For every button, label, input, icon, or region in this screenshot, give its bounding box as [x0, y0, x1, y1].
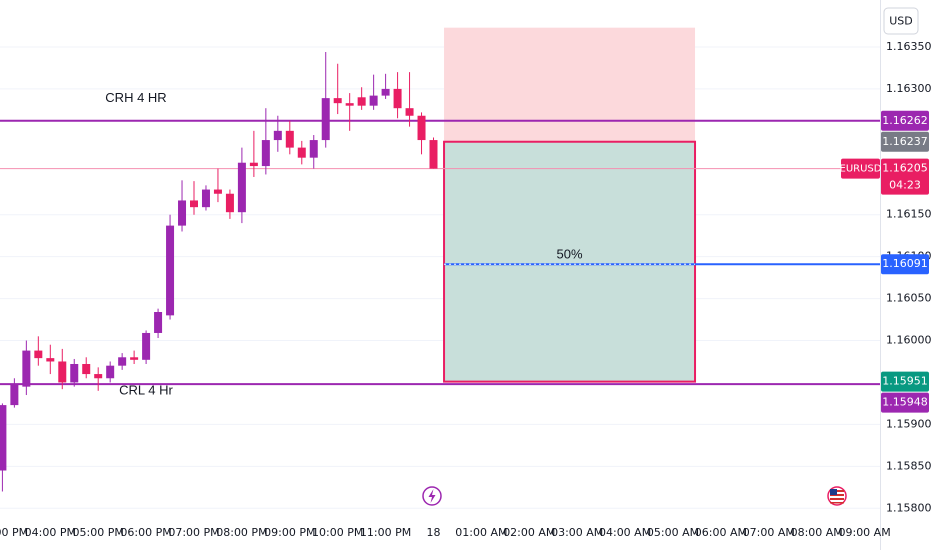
candle-body — [94, 374, 103, 379]
level-label: CRL 4 Hr — [119, 383, 173, 398]
candle-body — [309, 140, 318, 158]
candle-body — [22, 350, 31, 387]
y-tick-label: 1.16350 — [886, 40, 932, 53]
candle-body — [273, 130, 282, 141]
price-badge-label: 1.15951 — [882, 375, 928, 388]
candle-body — [429, 140, 438, 169]
currency-box[interactable] — [883, 7, 919, 35]
candle-body — [357, 97, 366, 106]
candle-body — [417, 115, 426, 141]
symbol: EURUSD — [840, 164, 882, 175]
price-badge — [881, 131, 929, 152]
y-tick-label: 1.15850 — [886, 459, 932, 472]
countdown: 04:23 — [889, 179, 921, 192]
candle-body — [82, 364, 91, 375]
price-badge-label: 1.16262 — [882, 114, 928, 127]
plot-area: CRH 4 HR CRL 4 Hr 50% — [0, 27, 880, 509]
candle-body — [201, 189, 210, 208]
y-tick-label: 1.16150 — [886, 208, 932, 221]
x-tick-label: 06:00 PM — [120, 526, 171, 539]
candle-body — [154, 312, 163, 333]
candle-body — [345, 103, 354, 106]
price-badge — [881, 110, 929, 131]
level-label: CRH 4 HR — [105, 90, 166, 105]
y-tick-label: 1.16000 — [886, 334, 932, 347]
candle-body — [285, 130, 294, 148]
x-tick-label: 01:00 AM — [455, 526, 507, 539]
lightning-icon[interactable] — [422, 486, 442, 506]
x-tick-label: 09:00 PM — [264, 526, 315, 539]
x-tick-label: 02:00 AM — [503, 526, 555, 539]
candle-body — [118, 357, 127, 366]
target-zone — [443, 140, 697, 383]
candle-body — [249, 162, 258, 167]
x-tick-label: 06:00 AM — [695, 526, 747, 539]
candle-body — [381, 88, 390, 96]
candle-body — [70, 364, 79, 383]
candle-body — [321, 98, 330, 141]
us-flag-icon[interactable] — [827, 486, 847, 506]
x-tick-label: 08:00 PM — [216, 526, 267, 539]
price-badge-label: 1.15948 — [882, 396, 928, 409]
x-tick-label: 04:00 PM — [25, 526, 76, 539]
candle-body — [166, 225, 175, 316]
mid-label: 50% — [557, 247, 583, 262]
symbol-badge — [841, 158, 880, 179]
currency: USD — [889, 15, 913, 28]
y-tick-label: 1.15900 — [886, 417, 932, 430]
candle-body — [237, 162, 246, 213]
candle-body — [369, 95, 378, 106]
x-tick-label: 03:00 PM — [0, 526, 28, 539]
x-tick-label: 07:00 PM — [168, 526, 219, 539]
x-tick-label: 11:00 PM — [360, 526, 411, 539]
price-badge-label: 1.16091 — [882, 257, 928, 270]
price-badge — [881, 254, 929, 275]
price-badge — [881, 392, 929, 413]
x-tick-label: 10:00 PM — [312, 526, 363, 539]
price-badge — [881, 158, 929, 195]
x-tick-label: 09:00 AM — [838, 526, 890, 539]
candle-body — [10, 384, 19, 406]
x-tick-label: 03:00 AM — [551, 526, 603, 539]
x-tick-label: 05:00 AM — [647, 526, 699, 539]
y-tick-label: 1.16300 — [886, 82, 932, 95]
x-tick-label: 08:00 AM — [791, 526, 843, 539]
x-tick-label: 05:00 PM — [73, 526, 124, 539]
x-tick-label: 18 — [427, 526, 441, 539]
stop-zone — [444, 27, 696, 142]
candle-body — [0, 405, 7, 471]
x-tick-label: 04:00 AM — [599, 526, 651, 539]
candle-body — [142, 332, 151, 360]
price-badge-label: 1.16237 — [882, 135, 928, 148]
candle-body — [190, 200, 198, 208]
candle-body — [34, 350, 43, 359]
candle-body — [46, 358, 55, 362]
y-tick-label: 1.15800 — [886, 501, 932, 514]
price-badge — [881, 371, 929, 392]
candle-body — [393, 88, 402, 109]
candle-body — [106, 365, 115, 379]
price-badge-label: 1.16205 — [882, 162, 928, 175]
candle-body — [178, 200, 187, 226]
candle-body — [213, 189, 222, 194]
candle-body — [405, 108, 414, 116]
candle-body — [130, 357, 139, 360]
candle-body — [297, 147, 306, 158]
candle-body — [225, 193, 234, 213]
candle-body — [333, 98, 342, 104]
candle-body — [58, 361, 67, 383]
x-tick-label: 07:00 AM — [743, 526, 795, 539]
candle-body — [261, 140, 270, 167]
y-tick-label: 1.16050 — [886, 292, 932, 305]
